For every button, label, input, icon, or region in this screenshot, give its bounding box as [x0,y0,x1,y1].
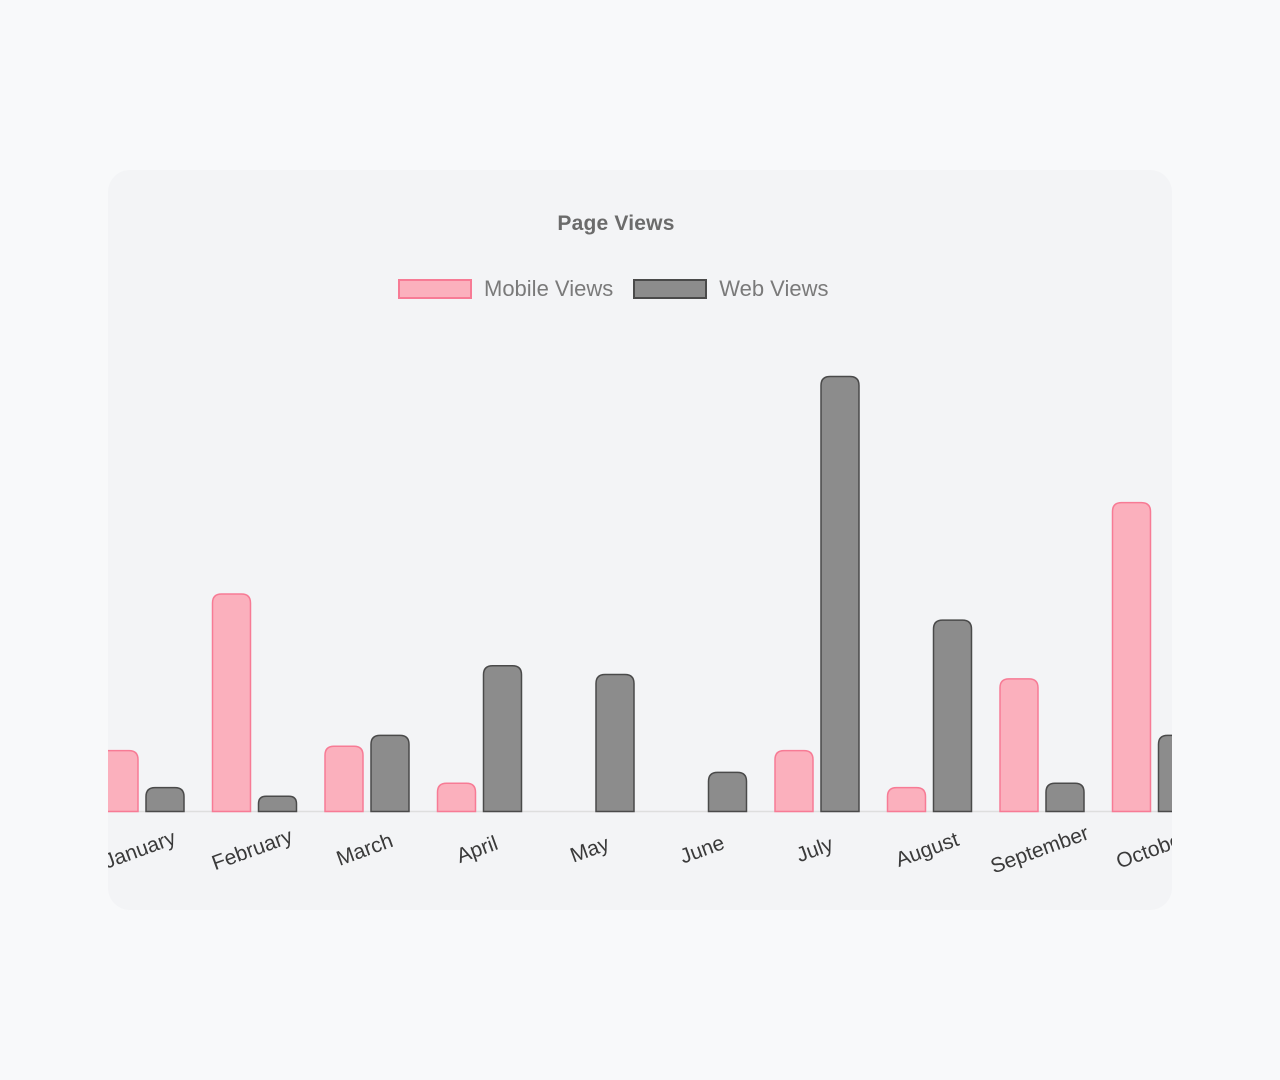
legend-label-mobile-views: Mobile Views [484,276,614,301]
legend-swatch-web-views [633,279,708,299]
legend-item-mobile-views[interactable]: Mobile Views [398,276,613,302]
chart-title: Page Views [557,212,675,235]
legend-swatch-mobile-views [398,279,472,299]
chart-legend: Mobile Views Web Views [398,276,848,302]
legend-label-web-views: Web Views [719,276,829,301]
legend-item-web-views[interactable]: Web Views [633,276,828,302]
x-tick-label-november: November [1215,823,1280,878]
